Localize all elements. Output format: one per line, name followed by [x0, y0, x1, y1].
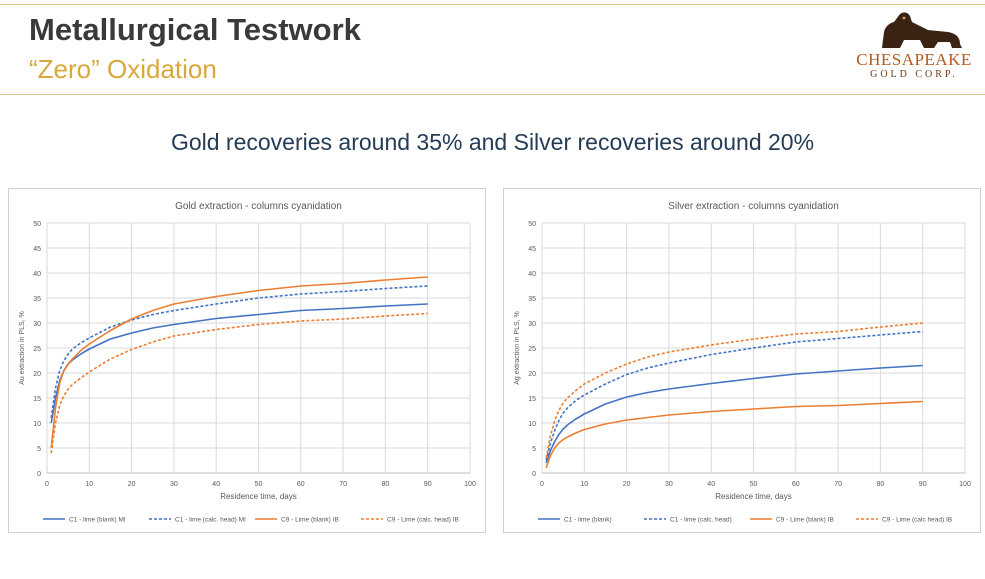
x-tick-label: 60 [297, 481, 305, 488]
x-tick-label: 80 [382, 481, 390, 488]
y-tick-label: 10 [528, 421, 536, 428]
y-tick-label: 20 [528, 371, 536, 378]
x-tick-label: 40 [707, 481, 715, 488]
y-axis-label: Au extraction in PLS, % [19, 311, 26, 385]
header-rule [0, 94, 985, 95]
series-line [545, 400, 923, 469]
y-tick-label: 45 [528, 246, 536, 253]
x-tick-label: 10 [85, 481, 93, 488]
legend-label: C1 - lime (calc. head) MI [175, 517, 246, 524]
x-tick-label: 70 [339, 481, 347, 488]
y-tick-label: 40 [528, 271, 536, 278]
legend-label: C9 - Lime (blank) IB [776, 517, 834, 524]
y-tick-label: 50 [33, 221, 41, 228]
y-axis-label: Ag extraction in PLS, % [514, 311, 521, 385]
y-tick-label: 50 [528, 221, 536, 228]
x-tick-label: 30 [170, 481, 178, 488]
gold-chart-panel: Gold extraction - columns cyanidation 0 5 1… [8, 188, 486, 533]
y-tick-label: 35 [33, 296, 41, 303]
x-tick-label: 90 [424, 481, 432, 488]
legend-label: C9 - Lime (blank) IB [281, 517, 339, 524]
y-tick-label: 25 [528, 346, 536, 353]
chart-title: Silver extraction - columns cyanidation [668, 201, 839, 212]
x-axis-label: Residence time, days [715, 492, 791, 501]
x-tick-label: 70 [834, 481, 842, 488]
series-line [545, 330, 923, 461]
dog-icon [882, 12, 962, 48]
logo-corp: GOLD CORP. [870, 69, 958, 80]
legend-label: C1 - lime (calc. head) [670, 517, 732, 524]
y-tick-label: 0 [37, 471, 41, 478]
page-subtitle: “Zero” Oxidation [29, 54, 217, 84]
x-tick-label: 40 [212, 481, 220, 488]
y-tick-label: 5 [532, 446, 536, 453]
y-tick-label: 30 [33, 321, 41, 328]
page-title: Metallurgical Testwork [29, 12, 361, 47]
x-tick-label: 50 [750, 481, 758, 488]
gold-extraction-chart: Gold extraction - columns cyanidation 0 5 1… [19, 201, 476, 524]
chart-title: Gold extraction - columns cyanidation [175, 201, 342, 212]
series-line [50, 276, 428, 449]
y-tick-label: 45 [33, 246, 41, 253]
x-tick-label: 60 [792, 481, 800, 488]
x-tick-label: 20 [623, 481, 631, 488]
series-line [50, 312, 428, 454]
x-tick-label: 10 [580, 481, 588, 488]
company-logo: CHESAPEAKE GOLD CORP. [848, 10, 980, 88]
legend-label: C1 - lime (blank) MI [69, 517, 126, 524]
legend-label: C9 - Lime (calc. head) IB [387, 517, 459, 524]
y-tick-label: 25 [33, 346, 41, 353]
x-tick-label: 80 [877, 481, 885, 488]
y-tick-label: 40 [33, 271, 41, 278]
x-tick-label: 100 [959, 481, 971, 488]
x-axis-label: Residence time, days [220, 492, 296, 501]
x-tick-label: 0 [45, 481, 49, 488]
series-line [545, 322, 923, 459]
x-tick-label: 100 [464, 481, 476, 488]
series-line [545, 364, 923, 464]
y-tick-label: 5 [37, 446, 41, 453]
headline: Gold recoveries around 35% and Silver re… [170, 129, 815, 155]
legend-label: C9 - Lime (calc head) IB [882, 517, 952, 524]
y-tick-label: 30 [528, 321, 536, 328]
silver-chart-panel: Silver extraction - columns cyanidation 0… [503, 188, 981, 533]
x-tick-label: 0 [540, 481, 544, 488]
y-tick-label: 0 [532, 471, 536, 478]
series-line [50, 285, 428, 419]
legend-label: C1 - lime (blank) [564, 517, 612, 524]
y-tick-label: 10 [33, 421, 41, 428]
y-tick-label: 15 [33, 396, 41, 403]
y-tick-label: 35 [528, 296, 536, 303]
x-tick-label: 90 [919, 481, 927, 488]
series-line [50, 303, 428, 424]
x-tick-label: 30 [665, 481, 673, 488]
logo-name: CHESAPEAKE [856, 50, 972, 69]
silver-extraction-chart: Silver extraction - columns cyanidation 0… [514, 201, 971, 524]
y-tick-label: 15 [528, 396, 536, 403]
top-rule [0, 4, 985, 5]
x-tick-label: 20 [128, 481, 136, 488]
x-tick-label: 50 [255, 481, 263, 488]
y-tick-label: 20 [33, 371, 41, 378]
